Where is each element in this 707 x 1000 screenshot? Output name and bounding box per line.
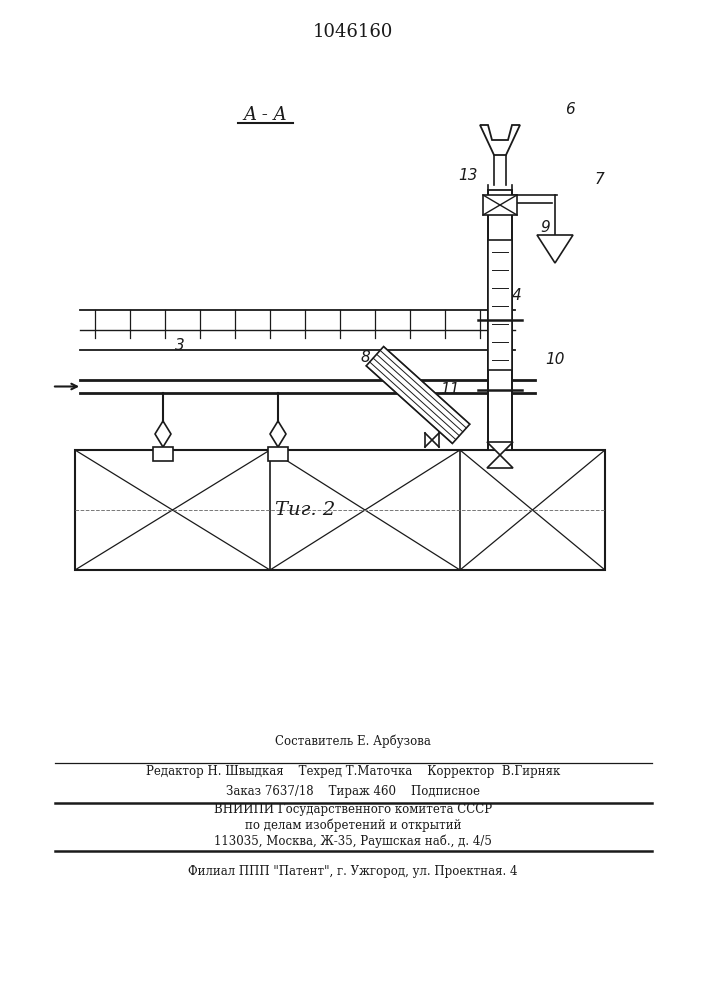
Text: Τиг. 2: Τиг. 2 [275, 501, 335, 519]
Text: Составитель Е. Арбузова: Составитель Е. Арбузова [275, 734, 431, 748]
Text: 3: 3 [175, 338, 185, 353]
Polygon shape [487, 455, 513, 468]
Bar [488, 190, 512, 450]
Bar [268, 447, 288, 461]
Text: 13: 13 [459, 167, 478, 182]
Bar [153, 447, 173, 461]
Polygon shape [480, 125, 520, 155]
Polygon shape [487, 442, 513, 455]
Text: Заказ 7637/18    Тираж 460    Подписное: Заказ 7637/18 Тираж 460 Подписное [226, 785, 480, 798]
Text: 4: 4 [512, 288, 522, 302]
Polygon shape [366, 347, 469, 443]
Text: 8: 8 [361, 351, 370, 365]
Bar [483, 195, 517, 215]
Text: Редактор Н. Швыдкая    Техред Т.Маточка    Корректор  В.Гирняк: Редактор Н. Швыдкая Техред Т.Маточка Кор… [146, 765, 560, 778]
Bar [75, 450, 605, 570]
Bar [488, 240, 512, 370]
Text: 113035, Москва, Ж-35, Раушская наб., д. 4/5: 113035, Москва, Ж-35, Раушская наб., д. … [214, 835, 492, 848]
Text: 6: 6 [565, 103, 575, 117]
Text: ВНИИПИ Государственного комитета СССР: ВНИИПИ Государственного комитета СССР [214, 803, 492, 816]
Text: Филиал ППП "Патент", г. Ужгород, ул. Проектная. 4: Филиал ППП "Патент", г. Ужгород, ул. Про… [188, 865, 518, 878]
Text: A - A: A - A [243, 106, 287, 124]
Text: 11: 11 [440, 382, 460, 397]
Text: 10: 10 [545, 353, 564, 367]
Text: 9: 9 [540, 221, 550, 235]
Text: 1046160: 1046160 [312, 23, 393, 41]
Polygon shape [537, 235, 573, 263]
Text: по делам изобретений и открытий: по делам изобретений и открытий [245, 819, 461, 832]
Text: 7: 7 [595, 172, 604, 188]
